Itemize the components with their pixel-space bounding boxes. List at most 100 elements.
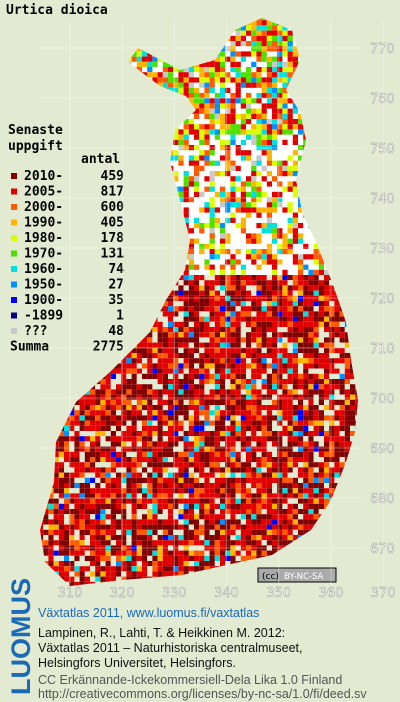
grid-cell xyxy=(157,446,163,452)
grid-cell xyxy=(220,467,226,473)
grid-cell xyxy=(74,306,80,312)
grid-cell xyxy=(292,363,298,369)
grid-cell xyxy=(225,316,231,322)
grid-cell xyxy=(105,363,111,369)
grid-cell xyxy=(256,295,262,301)
grid-cell xyxy=(246,467,252,473)
grid-cell xyxy=(116,425,122,431)
grid-cell xyxy=(84,436,90,442)
grid-cell xyxy=(100,488,106,494)
grid-cell xyxy=(74,150,80,156)
grid-cell xyxy=(173,295,179,301)
grid-cell xyxy=(152,425,158,431)
grid-cell xyxy=(277,25,283,31)
grid-cell xyxy=(261,228,267,234)
grid-cell xyxy=(126,129,132,135)
grid-cell xyxy=(266,332,272,338)
grid-cell xyxy=(204,150,210,156)
grid-cell xyxy=(230,290,236,296)
grid-cell xyxy=(339,217,345,223)
grid-cell xyxy=(220,321,226,327)
grid-cell xyxy=(298,207,304,213)
grid-cell xyxy=(214,337,220,343)
grid-cell xyxy=(235,306,241,312)
grid-cell xyxy=(95,72,101,78)
grid-cell xyxy=(303,290,309,296)
grid-cell xyxy=(147,394,153,400)
grid-cell xyxy=(303,389,309,395)
grid-cell xyxy=(79,373,85,379)
grid-cell xyxy=(277,451,283,457)
grid-cell xyxy=(79,436,85,442)
grid-cell xyxy=(188,425,194,431)
grid-cell xyxy=(188,67,194,73)
grid-cell xyxy=(183,56,189,62)
grid-cell xyxy=(261,30,267,36)
grid-cell xyxy=(194,103,200,109)
grid-cell xyxy=(214,217,220,223)
grid-cell xyxy=(246,77,252,83)
grid-cell xyxy=(183,186,189,192)
grid-cell xyxy=(282,41,288,47)
grid-cell xyxy=(64,191,70,197)
grid-cell xyxy=(131,35,137,41)
grid-cell xyxy=(235,316,241,322)
grid-cell xyxy=(360,374,365,379)
grid-cell xyxy=(220,332,226,338)
grid-cell xyxy=(313,332,319,338)
grid-cell xyxy=(131,405,137,411)
grid-cell xyxy=(58,420,64,426)
grid-cell xyxy=(95,462,101,468)
grid-cell xyxy=(131,379,137,385)
grid-cell xyxy=(199,103,205,109)
grid-cell xyxy=(162,431,168,437)
grid-cell xyxy=(298,379,304,385)
grid-cell xyxy=(74,420,80,426)
grid-cell xyxy=(79,327,85,333)
grid-cell xyxy=(240,342,246,348)
grid-cell xyxy=(204,87,210,93)
grid-cell xyxy=(256,197,262,203)
grid-cell xyxy=(43,420,49,426)
grid-cell xyxy=(110,394,116,400)
grid-cell xyxy=(329,207,335,213)
grid-cell xyxy=(84,119,90,125)
grid-cell xyxy=(308,181,314,187)
grid-cell xyxy=(110,46,116,52)
grid-cell xyxy=(334,467,340,473)
grid-cell xyxy=(199,493,205,499)
grid-cell xyxy=(116,67,122,73)
grid-cell xyxy=(183,347,189,353)
grid-cell xyxy=(188,488,194,494)
grid-cell xyxy=(131,332,137,338)
grid-cell xyxy=(318,316,324,322)
grid-cell xyxy=(282,431,288,437)
grid-cell xyxy=(313,483,319,489)
grid-cell xyxy=(194,155,200,161)
grid-cell xyxy=(178,51,184,57)
grid-cell xyxy=(105,25,111,31)
grid-cell xyxy=(240,389,246,395)
grid-cell xyxy=(209,477,215,483)
grid-cell xyxy=(220,347,226,353)
grid-cell xyxy=(287,77,293,83)
grid-cell xyxy=(272,311,278,317)
grid-cell xyxy=(324,35,330,41)
grid-cell xyxy=(220,269,226,275)
grid-cell xyxy=(74,347,80,353)
grid-cell xyxy=(277,197,283,203)
grid-cell xyxy=(308,35,314,41)
grid-cell xyxy=(131,358,137,364)
grid-cell xyxy=(251,327,257,333)
grid-cell xyxy=(188,176,194,182)
grid-cell xyxy=(204,477,210,483)
grid-cell xyxy=(329,451,335,457)
grid-cell xyxy=(131,321,137,327)
grid-cell xyxy=(188,145,194,151)
grid-cell xyxy=(214,316,220,322)
grid-cell xyxy=(256,129,262,135)
grid-cell xyxy=(246,119,252,125)
grid-cell xyxy=(168,61,174,67)
grid-cell xyxy=(339,275,345,281)
grid-cell xyxy=(214,67,220,73)
